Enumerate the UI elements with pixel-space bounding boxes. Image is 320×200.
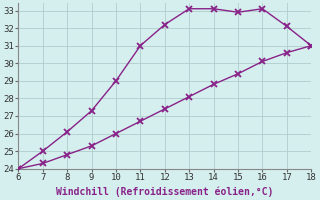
X-axis label: Windchill (Refroidissement éolien,°C): Windchill (Refroidissement éolien,°C): [56, 186, 274, 197]
